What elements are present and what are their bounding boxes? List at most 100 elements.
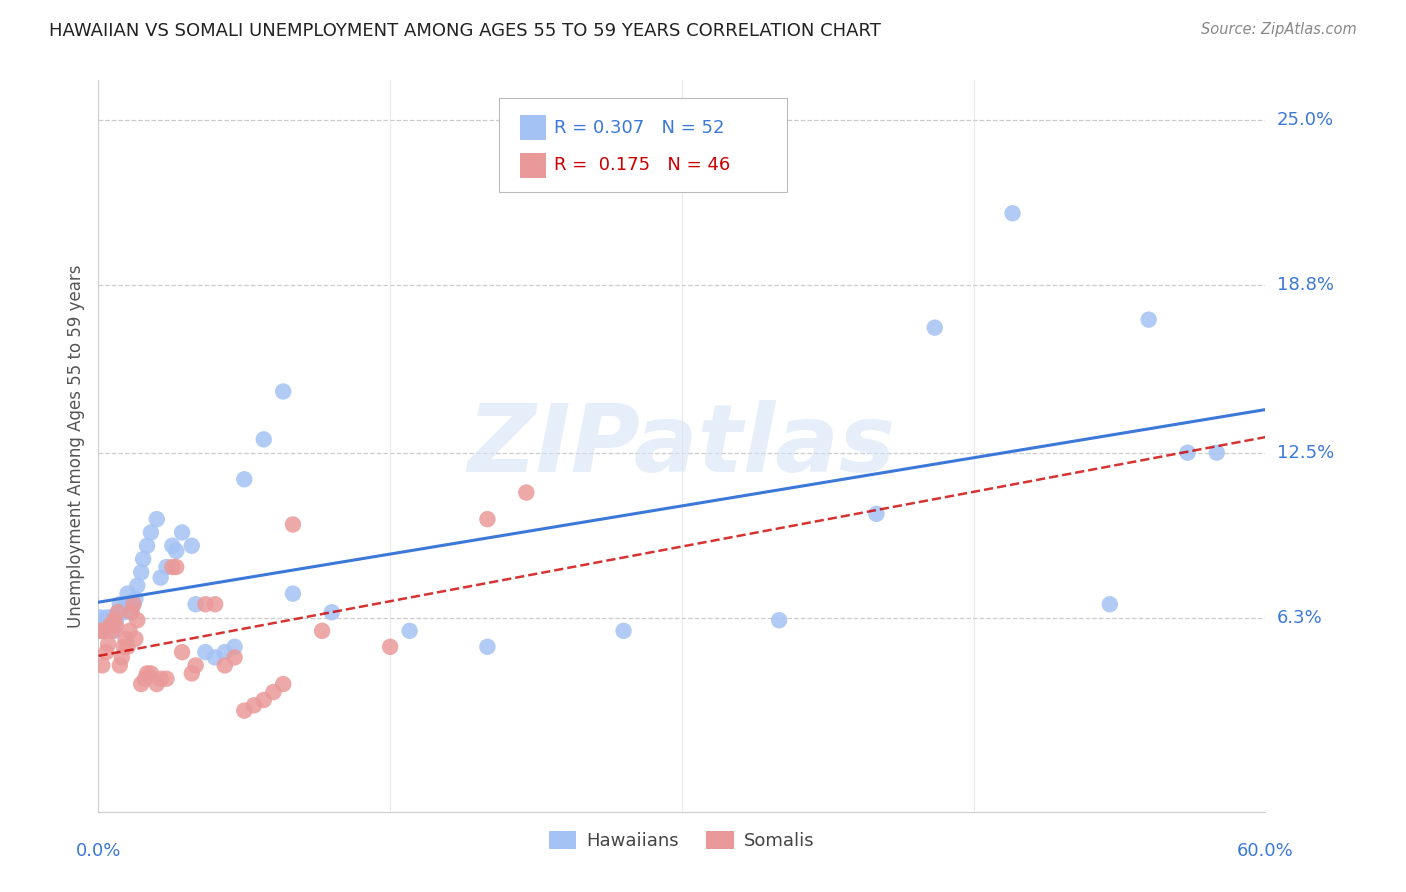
Point xyxy=(98,610,121,624)
Point xyxy=(104,613,127,627)
Point xyxy=(127,613,149,627)
Point xyxy=(233,472,256,486)
Point xyxy=(149,571,172,585)
Point xyxy=(184,658,207,673)
Point xyxy=(108,597,131,611)
Point xyxy=(155,560,177,574)
Text: HAWAIIAN VS SOMALI UNEMPLOYMENT AMONG AGES 55 TO 59 YEARS CORRELATION CHART: HAWAIIAN VS SOMALI UNEMPLOYMENT AMONG AG… xyxy=(49,22,882,40)
Point xyxy=(194,645,217,659)
Point xyxy=(398,624,420,638)
Point xyxy=(477,512,499,526)
Point xyxy=(101,618,124,632)
Point xyxy=(165,544,187,558)
Point xyxy=(253,433,276,447)
Point xyxy=(194,597,217,611)
Point xyxy=(155,672,177,686)
Point xyxy=(170,525,193,540)
Point xyxy=(134,672,156,686)
Point xyxy=(224,640,246,654)
Point xyxy=(117,640,139,654)
Text: R = 0.307   N = 52: R = 0.307 N = 52 xyxy=(554,119,724,136)
Point xyxy=(111,605,134,619)
Point xyxy=(98,618,121,632)
Point xyxy=(214,658,236,673)
Point xyxy=(224,650,246,665)
Point xyxy=(311,624,333,638)
Point xyxy=(103,624,125,638)
Point xyxy=(97,637,120,651)
Point xyxy=(93,624,115,638)
Point xyxy=(91,658,114,673)
Point xyxy=(96,610,118,624)
Point xyxy=(1137,312,1160,326)
Text: Source: ZipAtlas.com: Source: ZipAtlas.com xyxy=(1201,22,1357,37)
Point xyxy=(165,560,187,574)
Point xyxy=(108,658,131,673)
Point xyxy=(114,632,136,646)
Point xyxy=(768,613,790,627)
Point xyxy=(281,586,304,600)
Point xyxy=(380,640,402,654)
Point xyxy=(162,539,184,553)
Point xyxy=(281,517,304,532)
Text: R =  0.175   N = 46: R = 0.175 N = 46 xyxy=(554,156,730,174)
Point xyxy=(170,645,193,659)
Point xyxy=(139,525,162,540)
Point xyxy=(107,605,129,619)
Point xyxy=(101,624,124,638)
Point xyxy=(1001,206,1024,220)
Point xyxy=(124,591,146,606)
Point xyxy=(103,613,125,627)
Point xyxy=(118,624,141,638)
Point xyxy=(1098,597,1121,611)
Point xyxy=(271,677,294,691)
Point xyxy=(112,605,135,619)
Point xyxy=(136,666,159,681)
Point xyxy=(184,597,207,611)
Point xyxy=(233,704,256,718)
Point xyxy=(865,507,887,521)
Point xyxy=(122,597,145,611)
Point xyxy=(180,539,202,553)
Text: 18.8%: 18.8% xyxy=(1277,277,1333,294)
Point xyxy=(162,560,184,574)
Point xyxy=(127,579,149,593)
Point xyxy=(613,624,636,638)
Point xyxy=(97,618,120,632)
Point xyxy=(121,605,143,619)
Point xyxy=(204,650,226,665)
Point xyxy=(112,640,135,654)
Point xyxy=(124,632,146,646)
Point xyxy=(515,485,537,500)
Text: 0.0%: 0.0% xyxy=(76,842,121,860)
Point xyxy=(139,666,162,681)
Point xyxy=(104,618,127,632)
Point xyxy=(107,605,129,619)
Point xyxy=(924,320,946,334)
Point xyxy=(180,666,202,681)
Text: 6.3%: 6.3% xyxy=(1277,608,1322,626)
Point xyxy=(111,650,134,665)
Point xyxy=(253,693,276,707)
Point xyxy=(214,645,236,659)
Point xyxy=(91,618,114,632)
Point xyxy=(271,384,294,399)
Point xyxy=(117,586,139,600)
Point xyxy=(321,605,343,619)
Point xyxy=(89,624,111,638)
Point xyxy=(122,597,145,611)
Point xyxy=(93,624,115,638)
Point xyxy=(129,566,152,580)
Point xyxy=(146,677,169,691)
Point xyxy=(149,672,172,686)
Point xyxy=(114,597,136,611)
Point xyxy=(96,645,118,659)
Point xyxy=(262,685,284,699)
Text: 12.5%: 12.5% xyxy=(1277,443,1334,462)
Legend: Hawaiians, Somalis: Hawaiians, Somalis xyxy=(541,823,823,857)
Y-axis label: Unemployment Among Ages 55 to 59 years: Unemployment Among Ages 55 to 59 years xyxy=(66,264,84,628)
Point xyxy=(243,698,266,713)
Point xyxy=(132,552,155,566)
Point xyxy=(1177,445,1199,459)
Text: 25.0%: 25.0% xyxy=(1277,112,1334,129)
